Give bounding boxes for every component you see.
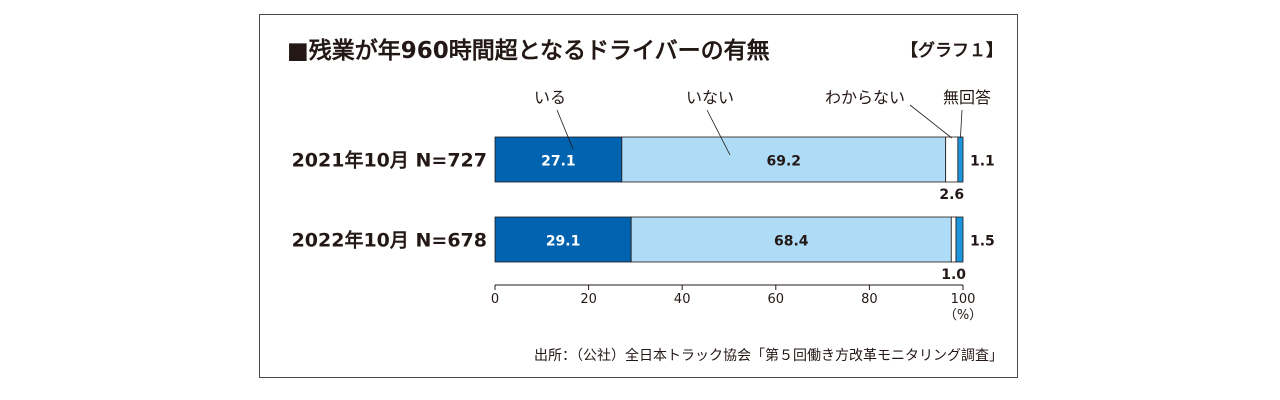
bar-segment: [950, 216, 957, 263]
row-label: 2021年10月 N=727: [292, 149, 487, 172]
leader-line: [960, 109, 963, 139]
x-axis-unit: （%）: [944, 308, 982, 323]
bar-segment: [957, 136, 964, 183]
x-tick-label: 100: [951, 292, 976, 307]
bar-segment: [621, 136, 947, 183]
bar-segment: [630, 216, 952, 263]
bar-value-label: 69.2: [766, 154, 801, 170]
x-tick-label: 80: [861, 292, 878, 307]
series-name-label: 無回答: [943, 88, 991, 107]
bar-segment: [494, 216, 632, 263]
leader-line: [706, 109, 731, 156]
chart-frame: [259, 14, 1018, 378]
series-name-label: いない: [686, 88, 734, 107]
chart-title: ■残業が年960時間超となるドライバーの有無: [287, 37, 770, 64]
source-note: 出所：（公社）全日本トラック協会「第５回働き方改革モニタリング調査」: [534, 347, 1003, 364]
bar-value-label: 1.5: [970, 234, 995, 250]
bar-value-label: 29.1: [546, 234, 581, 250]
bar-value-label: 68.4: [774, 234, 809, 250]
x-tick-label: 0: [491, 292, 499, 307]
row-label: 2022年10月 N=678: [292, 229, 487, 252]
plot-area: 0 20 40 60 80 100 2021年10月 N=727 2022年10月 N=678…: [292, 88, 995, 307]
leader-line: [556, 109, 574, 150]
leader-line: [909, 104, 953, 139]
x-tick-label: 60: [768, 292, 785, 307]
series-name-label: わからない: [825, 88, 905, 107]
bar-value-label: 1.1: [970, 154, 995, 170]
graph-number: 【グラフ１】: [901, 40, 1003, 61]
bar-segment: [494, 136, 623, 183]
bar-value-label: 1.0: [941, 267, 966, 283]
bar-segment: [955, 216, 964, 263]
bar-segment: [945, 136, 959, 183]
series-name-label: いる: [534, 88, 566, 107]
x-tick-label: 40: [674, 292, 691, 307]
bar-value-label: 27.1: [541, 154, 576, 170]
bar-value-label: 2.6: [939, 187, 964, 203]
x-tick-label: 20: [580, 292, 597, 307]
